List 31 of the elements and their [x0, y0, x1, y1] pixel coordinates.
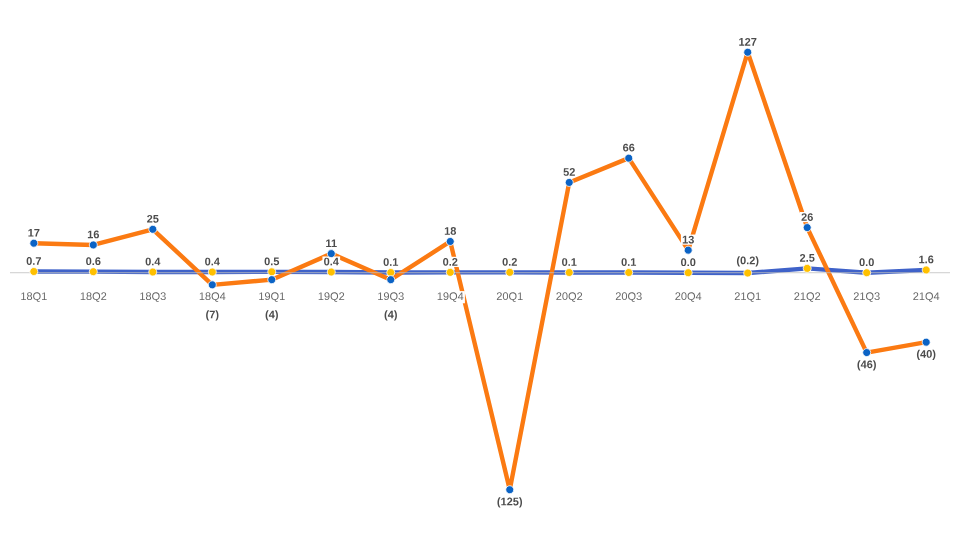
point: [88, 267, 98, 277]
point: [743, 47, 753, 57]
point: [564, 178, 574, 187]
point: [445, 237, 455, 246]
point: [683, 268, 693, 278]
point: [267, 267, 277, 277]
point: [267, 275, 277, 285]
point: [505, 267, 515, 277]
point: [207, 267, 217, 277]
point: [445, 267, 455, 277]
point: [148, 267, 158, 277]
point: [743, 268, 753, 278]
point: [564, 268, 574, 277]
point: [326, 267, 336, 277]
point: [921, 337, 931, 347]
point: [862, 268, 872, 278]
point: [88, 240, 98, 250]
point: [624, 153, 634, 163]
point: [921, 265, 931, 275]
point: [148, 224, 158, 234]
point: [624, 268, 634, 277]
point: [862, 348, 872, 357]
point: [29, 238, 39, 248]
point: [386, 268, 396, 277]
point: [683, 245, 693, 255]
point: [802, 223, 812, 232]
point: [802, 263, 812, 273]
point: [29, 267, 39, 276]
point: [505, 485, 515, 495]
point: [207, 280, 217, 290]
point: [386, 275, 396, 285]
